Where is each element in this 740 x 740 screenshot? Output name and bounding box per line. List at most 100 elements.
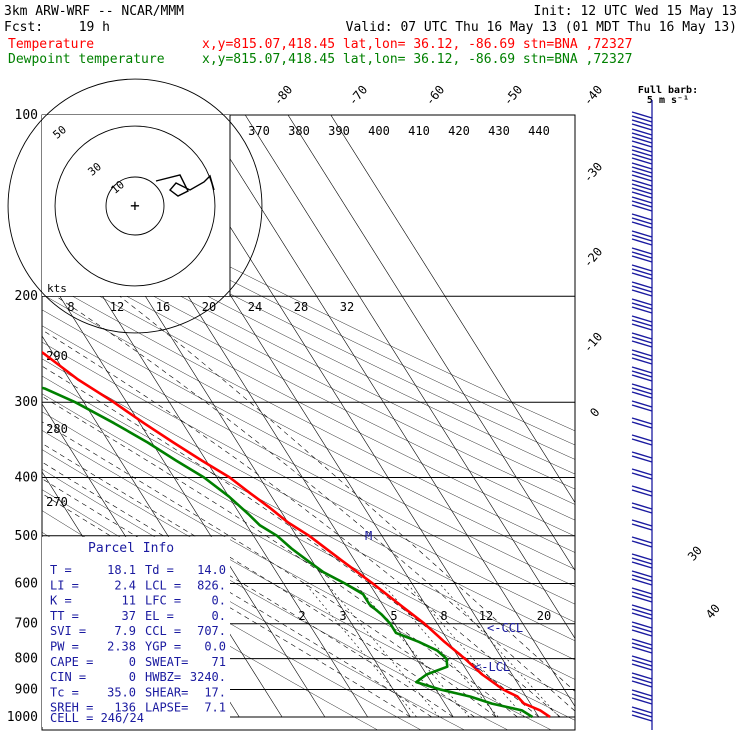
isotherm-line bbox=[244, 115, 575, 640]
isotherm-label: -10 bbox=[581, 330, 606, 356]
theta-label: 280 bbox=[46, 422, 68, 436]
wind-barb-flag bbox=[631, 646, 653, 654]
wind-barb-flag bbox=[631, 595, 653, 603]
wind-barb-flag bbox=[631, 255, 653, 263]
wind-barb-flag bbox=[631, 485, 653, 493]
mixing-ratio-label: 2 bbox=[298, 609, 305, 623]
wind-barb-flag bbox=[631, 561, 653, 569]
wind-barb-flag bbox=[631, 111, 653, 119]
moist-adiabat-line bbox=[42, 421, 497, 718]
parcel-value: 0. bbox=[212, 594, 226, 608]
dry-adiabat-line bbox=[42, 309, 575, 587]
wind-barb-flag bbox=[631, 153, 653, 161]
wind-barb-flag bbox=[631, 455, 653, 463]
theta-label: 400 bbox=[368, 124, 390, 138]
wind-barb-flag bbox=[631, 268, 653, 276]
wind-barb-flag bbox=[631, 217, 653, 225]
wind-barb-flag bbox=[631, 238, 653, 246]
wind-barb-flag bbox=[631, 625, 653, 633]
theta-label: 290 bbox=[46, 349, 68, 363]
wind-barb-flag bbox=[631, 234, 653, 242]
hodograph-ring bbox=[7, 78, 263, 334]
dry-adiabat-line bbox=[42, 375, 575, 661]
parcel-key: PW = bbox=[50, 640, 79, 654]
wind-barb-flag bbox=[631, 472, 653, 480]
pressure-tick-label: 500 bbox=[15, 529, 38, 544]
isotherm-label: 40 bbox=[703, 601, 723, 621]
parcel-key: SVI = bbox=[50, 624, 86, 638]
parcel-value: 0 bbox=[129, 655, 136, 669]
barb-reference-label: Full barb: bbox=[638, 85, 698, 96]
wind-barb-flag bbox=[631, 519, 653, 527]
hodograph-ring bbox=[105, 176, 165, 236]
wind-barb-flag bbox=[631, 659, 653, 667]
wind-barb-flag bbox=[631, 714, 653, 722]
isotherm-label: -40 bbox=[581, 83, 606, 109]
isotherm-label: -30 bbox=[581, 160, 606, 186]
pressure-tick-label: 800 bbox=[15, 652, 38, 667]
wind-barb-flag bbox=[631, 183, 653, 191]
dry-adiabat-line bbox=[42, 325, 575, 605]
dry-adiabat-line bbox=[42, 393, 575, 680]
pressure-tick-label: 300 bbox=[15, 395, 38, 410]
wind-barb-flag bbox=[631, 213, 653, 221]
wind-barb-flag bbox=[631, 302, 653, 310]
wind-barb-flag bbox=[631, 353, 653, 361]
dry-adiabat-line bbox=[42, 358, 575, 642]
parcel-key: HWBZ= bbox=[145, 670, 181, 684]
wind-barb-flag bbox=[631, 289, 653, 297]
pressure-tick-label: 1000 bbox=[7, 710, 38, 725]
temp-field-location: x,y=815.07,418.45 lat,lon= 36.12, -86.69… bbox=[202, 37, 632, 52]
theta-label: 420 bbox=[448, 124, 470, 138]
wind-barb-flag bbox=[631, 281, 653, 289]
pressure-tick-label: 600 bbox=[15, 576, 38, 591]
isotherm-label: -50 bbox=[501, 83, 526, 109]
hodograph-speed-label: 20 bbox=[202, 300, 216, 314]
header: 3km ARW-WRF -- NCAR/MMM Init: 12 UTC Wed… bbox=[4, 4, 737, 67]
wind-barb-flag bbox=[631, 536, 653, 544]
isotherm-label: -80 bbox=[271, 83, 296, 109]
parcel-value: 7.1 bbox=[204, 701, 226, 715]
theta-label: 370 bbox=[248, 124, 270, 138]
parcel-value: 11 bbox=[122, 594, 136, 608]
isotherm-label: 0 bbox=[587, 405, 602, 420]
wind-barb-flag bbox=[631, 162, 653, 170]
theta-label: 390 bbox=[328, 124, 350, 138]
wind-barb-flag bbox=[631, 655, 653, 663]
parcel-info: Parcel Info T = 18.1 Td = 14.0 LI = 2.4 LCL = 82… bbox=[50, 541, 226, 725]
wind-barb-flag bbox=[631, 506, 653, 514]
wind-barb-flag bbox=[631, 272, 653, 280]
hodograph-speed-label: 16 bbox=[156, 300, 170, 314]
parcel-value: 17. bbox=[204, 685, 226, 699]
wind-barb-flag bbox=[631, 417, 653, 425]
wind-barb-flag bbox=[631, 128, 653, 136]
wind-barb-flag bbox=[631, 323, 653, 331]
hodograph-speed-label: 32 bbox=[340, 300, 354, 314]
mixing-ratio-label: 5 bbox=[390, 609, 397, 623]
wind-barb-flag bbox=[631, 642, 653, 650]
pressure-tick-label: 100 bbox=[15, 108, 38, 123]
wind-barb-flag bbox=[631, 123, 653, 131]
parcel-value: 2.4 bbox=[114, 578, 136, 592]
parcel-key: T = bbox=[50, 563, 72, 577]
isotherm-line bbox=[202, 115, 575, 707]
wind-barb-flag bbox=[631, 587, 653, 595]
wind-barb-flag bbox=[631, 489, 653, 497]
wind-barb-flag bbox=[631, 689, 653, 697]
wind-barb-flag bbox=[631, 174, 653, 182]
lcl-marker: <-LCL bbox=[474, 660, 510, 674]
parcel-key: CCL = bbox=[145, 624, 181, 638]
dew-field-name: Dewpoint temperature bbox=[8, 52, 165, 67]
parcel-value: 7.9 bbox=[114, 624, 136, 638]
wind-barb-flag bbox=[631, 251, 653, 259]
parcel-cell: CELL = 246/24 bbox=[50, 711, 144, 725]
wind-barb-flag bbox=[631, 400, 653, 408]
wind-barb-flag bbox=[631, 140, 653, 148]
wind-barb-flag bbox=[631, 604, 653, 612]
parcel-key: LAPSE= bbox=[145, 701, 188, 715]
parcel-key: SREH = bbox=[50, 701, 93, 715]
wind-barb-flag bbox=[631, 621, 653, 629]
wind-barb-flag bbox=[631, 391, 653, 399]
wind-barb-flag bbox=[631, 366, 653, 374]
hodograph-speed-label: 12 bbox=[110, 300, 124, 314]
